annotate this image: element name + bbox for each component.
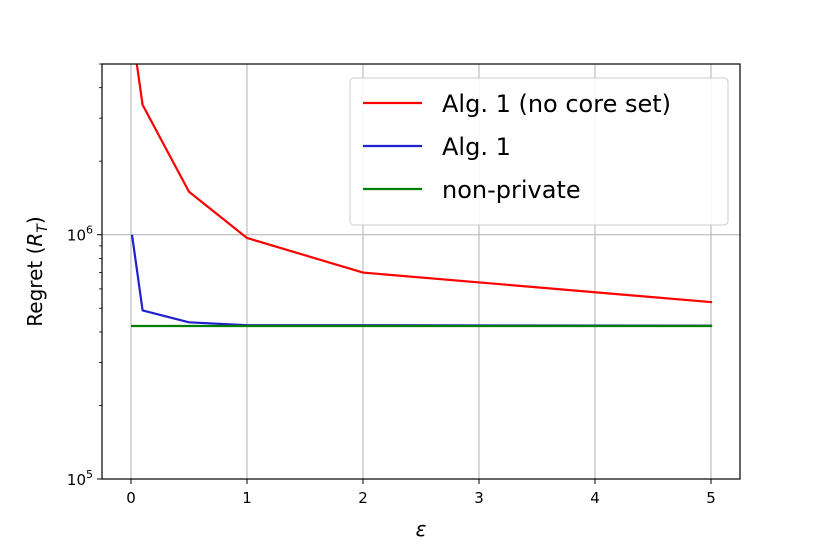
legend: Alg. 1 (no core set) Alg. 1 non-private bbox=[349, 77, 729, 226]
x-tick-label: 1 bbox=[242, 489, 252, 507]
series-line-1 bbox=[130, 234, 713, 327]
y-axis-label: Regret (RT) bbox=[23, 216, 51, 326]
y-axis-label-close: ) bbox=[23, 216, 47, 224]
x-tick-label: 0 bbox=[126, 489, 136, 507]
y-axis-label-main: Regret ( bbox=[23, 247, 47, 327]
ticks: 0 1 2 3 4 5 105 106 bbox=[67, 63, 716, 507]
legend-label-0: Alg. 1 (no core set) bbox=[442, 90, 671, 118]
y-axis-label-var: R bbox=[23, 233, 47, 247]
series-layer bbox=[130, 64, 713, 328]
x-tick-label: 4 bbox=[590, 489, 600, 507]
legend-label-1: Alg. 1 bbox=[442, 133, 511, 161]
legend-label-2: non-private bbox=[442, 176, 581, 204]
legend-box bbox=[349, 77, 729, 226]
x-tick-label: 2 bbox=[358, 489, 368, 507]
x-axis-label: ε bbox=[416, 517, 427, 541]
y-axis-label-sub: T bbox=[35, 223, 51, 233]
plot-frame bbox=[101, 63, 741, 480]
x-tick-label: 5 bbox=[706, 489, 716, 507]
y-tick-label: 105 bbox=[67, 468, 93, 489]
series-line-0 bbox=[135, 64, 713, 304]
x-tick-label: 3 bbox=[474, 489, 484, 507]
y-tick-label: 106 bbox=[67, 224, 93, 245]
